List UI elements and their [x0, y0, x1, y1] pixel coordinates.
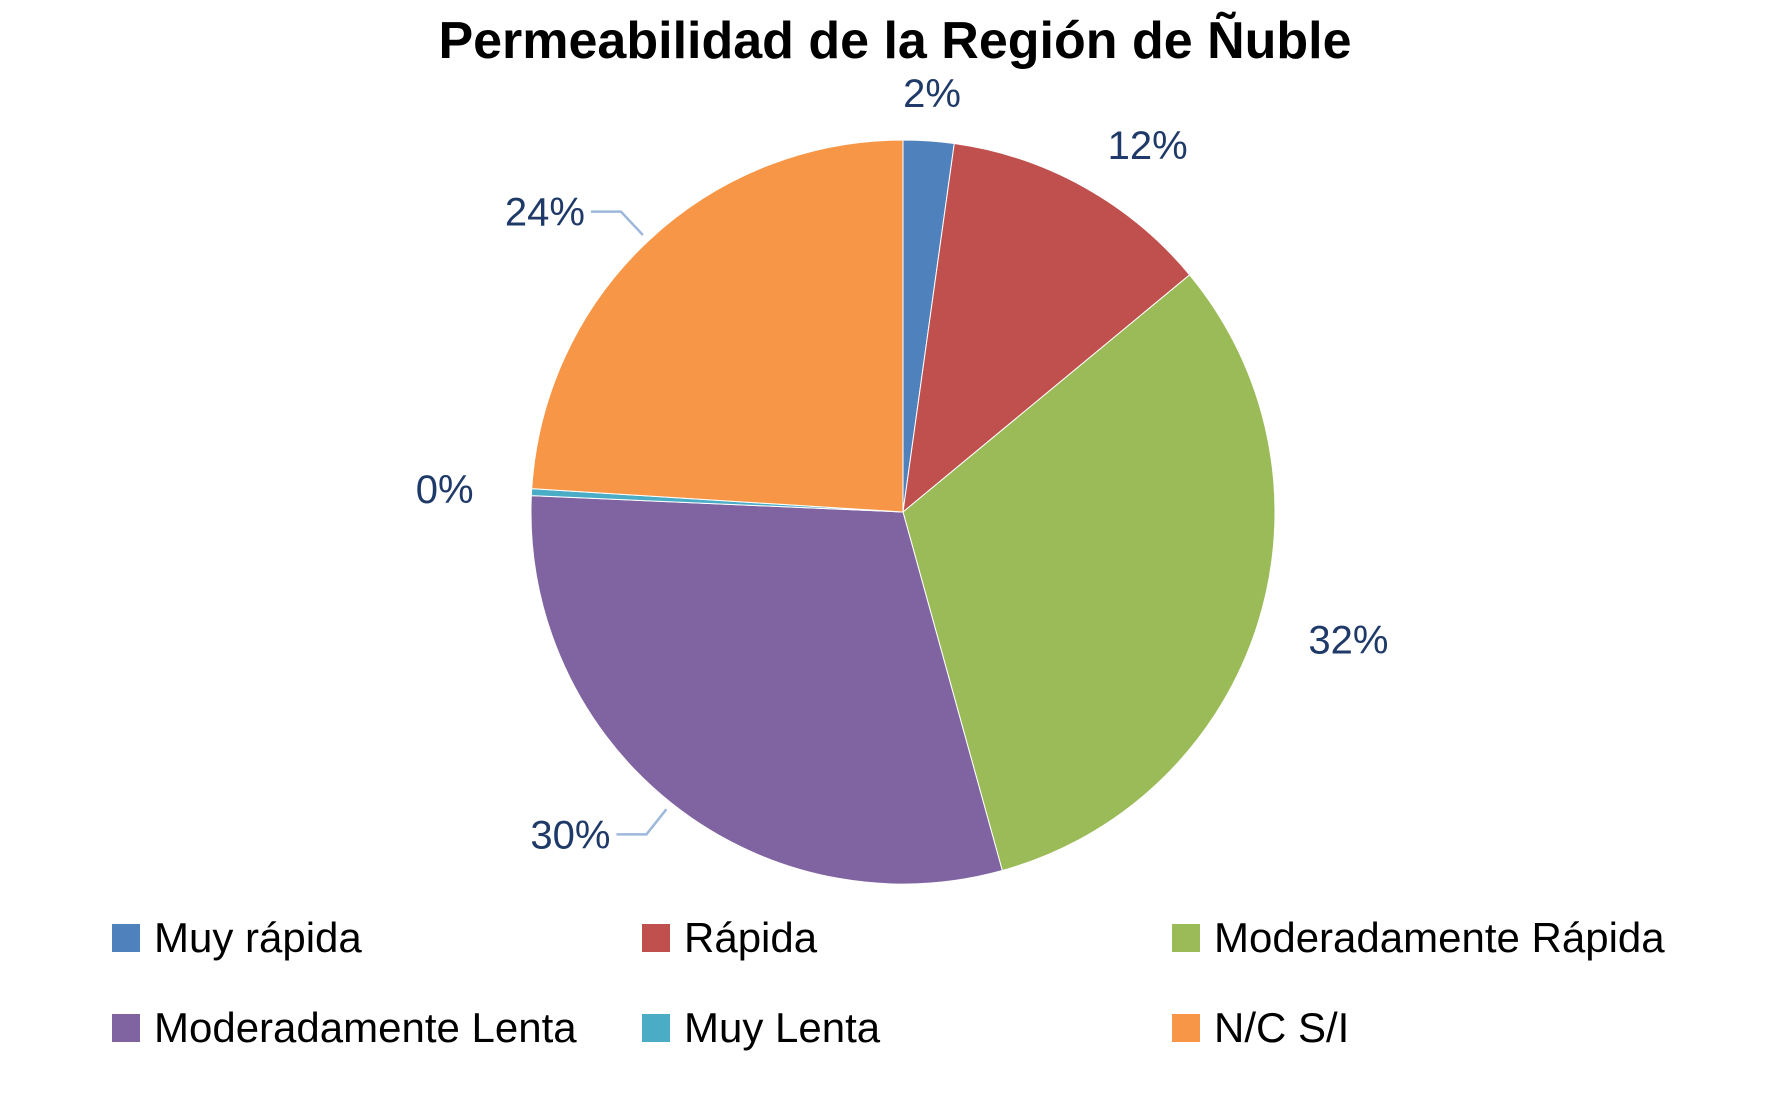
- leader-line-n-c-s-i: [590, 210, 644, 236]
- data-label-muy-rapida: 2%: [903, 72, 961, 116]
- legend-label-rapida: Rápida: [684, 914, 818, 961]
- legend-label-n-c-s-i: N/C S/I: [1214, 1004, 1349, 1051]
- legend-swatch-n-c-s-i: [1172, 1014, 1200, 1042]
- legend: Muy rápida Rápida Moderadamente Rápida Mode…: [112, 914, 1665, 1051]
- data-label-n-c-s-i: 24%: [505, 191, 585, 235]
- data-labels: 2% 12% 32% 30% 0% 24%: [416, 72, 1389, 857]
- data-label-moderadamente-rapida: 32%: [1308, 619, 1388, 663]
- pie-slice-rapida: [902, 142, 1191, 514]
- data-label-moderadamente-lenta: 30%: [530, 813, 610, 857]
- pie-slices: [530, 139, 1276, 885]
- data-label-muy-lenta: 0%: [416, 468, 474, 512]
- legend-swatch-rapida: [642, 924, 670, 952]
- pie-slice-moderadamente-lenta: [530, 495, 1003, 885]
- leader-line-moderadamente-lenta: [616, 808, 668, 836]
- legend-swatch-muy-rapida: [112, 924, 140, 952]
- legend-swatch-muy-lenta: [642, 1014, 670, 1042]
- pie-slice-n-c-s-i: [531, 139, 904, 513]
- leader-lines: [590, 210, 668, 836]
- data-label-rapida: 12%: [1108, 124, 1188, 168]
- legend-label-muy-lenta: Muy Lenta: [684, 1004, 881, 1051]
- legend-label-muy-rapida: Muy rápida: [154, 914, 362, 961]
- legend-swatch-moderadamente-lenta: [112, 1014, 140, 1042]
- legend-label-moderadamente-rapida: Moderadamente Rápida: [1214, 914, 1665, 961]
- legend-label-moderadamente-lenta: Moderadamente Lenta: [154, 1004, 577, 1051]
- chart-title: Permeabilidad de la Región de Ñuble: [438, 11, 1351, 70]
- pie-slice-moderadamente-rapida: [902, 274, 1276, 872]
- legend-swatch-moderadamente-rapida: [1172, 924, 1200, 952]
